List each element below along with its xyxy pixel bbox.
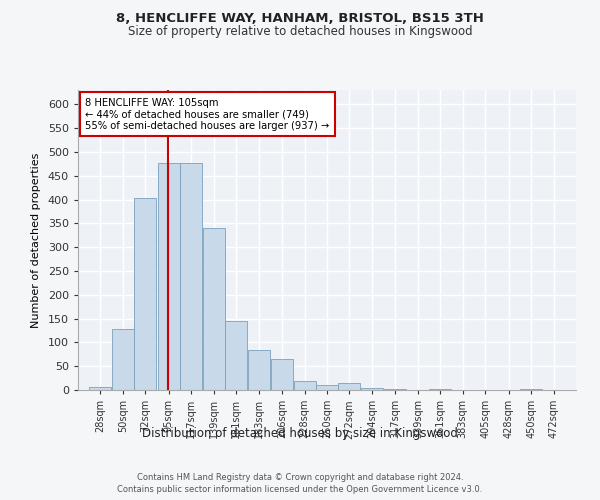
Bar	[338, 383, 361, 390]
Bar	[429, 388, 451, 390]
Bar	[180, 164, 202, 390]
Y-axis label: Number of detached properties: Number of detached properties	[31, 152, 41, 328]
Bar	[134, 198, 157, 390]
Bar	[385, 388, 406, 390]
Text: Size of property relative to detached houses in Kingswood: Size of property relative to detached ho…	[128, 25, 472, 38]
Bar	[316, 385, 338, 390]
Text: Contains public sector information licensed under the Open Government Licence v3: Contains public sector information licen…	[118, 485, 482, 494]
Bar	[293, 382, 316, 390]
Bar	[203, 228, 225, 390]
Bar	[271, 359, 293, 390]
Bar	[225, 321, 247, 390]
Text: Contains HM Land Registry data © Crown copyright and database right 2024.: Contains HM Land Registry data © Crown c…	[137, 472, 463, 482]
Bar	[520, 389, 542, 390]
Bar	[361, 388, 383, 390]
Text: 8 HENCLIFFE WAY: 105sqm
← 44% of detached houses are smaller (749)
55% of semi-d: 8 HENCLIFFE WAY: 105sqm ← 44% of detache…	[85, 98, 330, 130]
Bar	[112, 329, 134, 390]
Bar	[248, 350, 269, 390]
Bar	[89, 386, 112, 390]
Text: 8, HENCLIFFE WAY, HANHAM, BRISTOL, BS15 3TH: 8, HENCLIFFE WAY, HANHAM, BRISTOL, BS15 …	[116, 12, 484, 26]
Text: Distribution of detached houses by size in Kingswood: Distribution of detached houses by size …	[142, 428, 458, 440]
Bar	[158, 164, 180, 390]
